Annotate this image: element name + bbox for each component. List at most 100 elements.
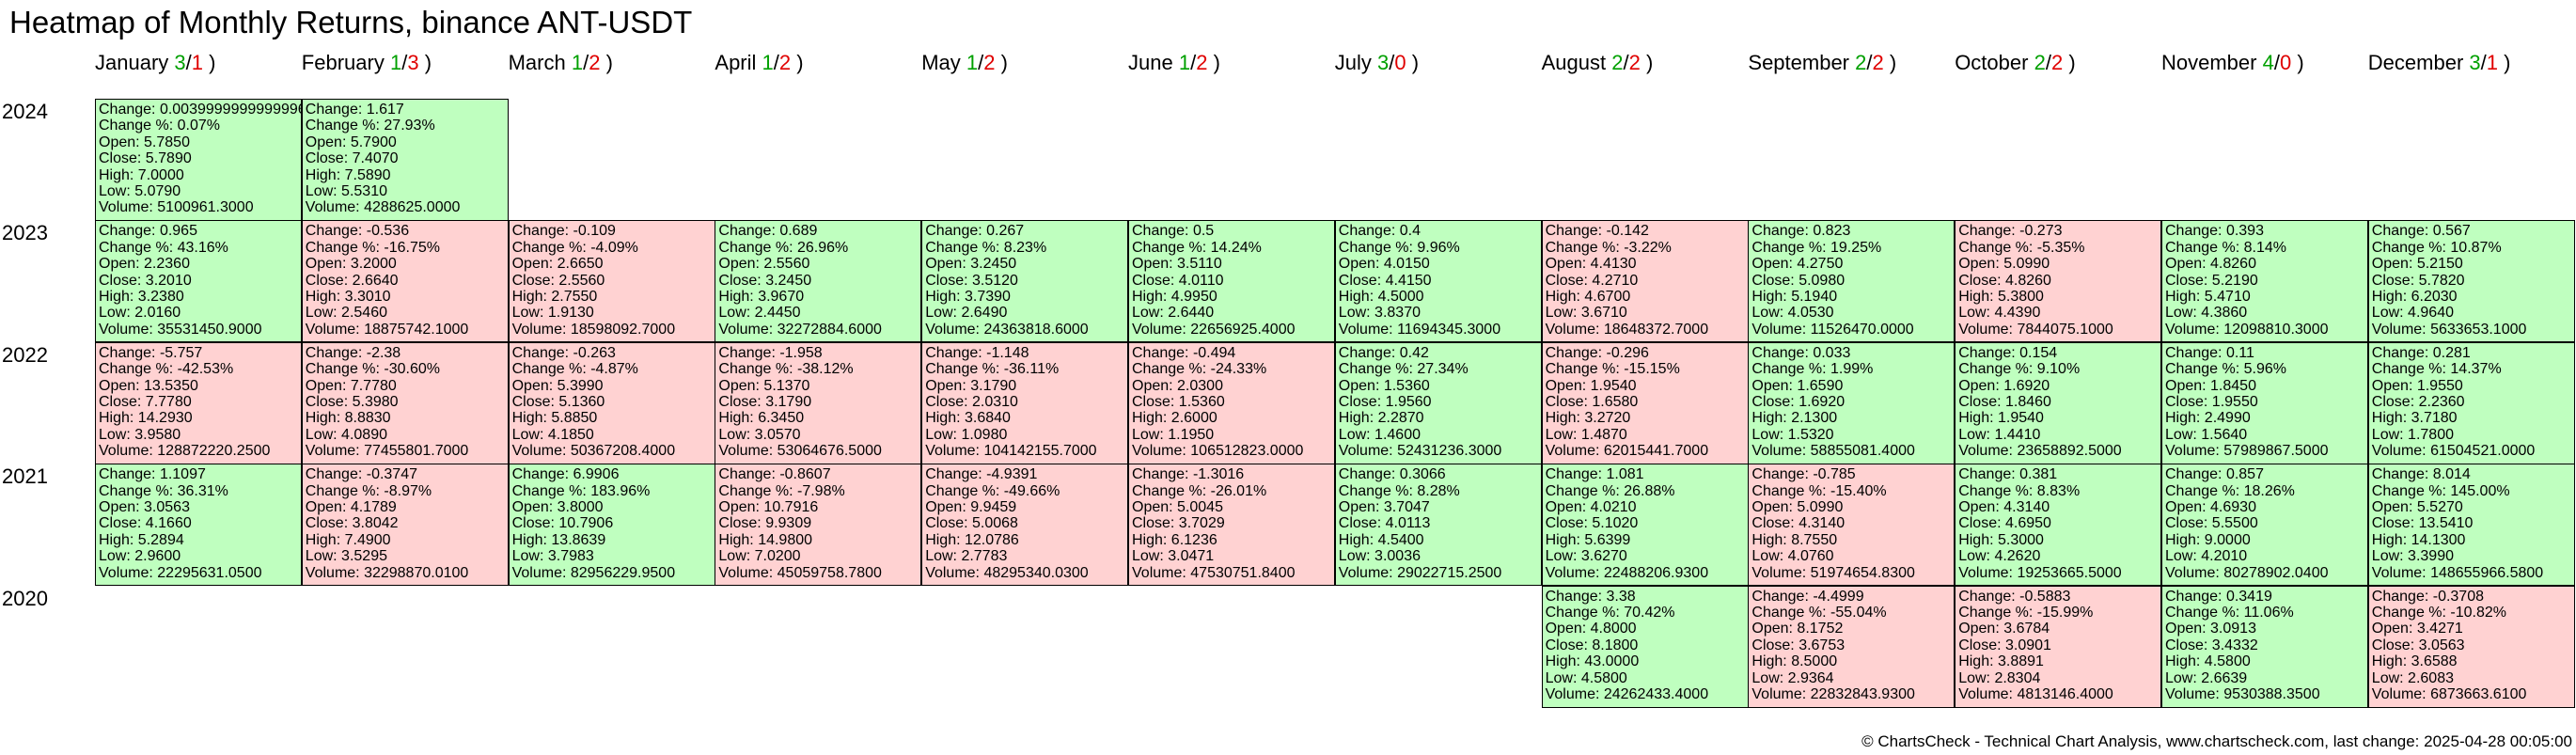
cell-volume: Volume: 77455801.7000 [306,443,508,459]
cell-open: Open: 4.1789 [306,499,508,515]
cell-close: Close: 3.1790 [718,394,920,410]
field-value: 11.06% [2243,605,2294,621]
footer-credit: © ChartsCheck - Technical Chart Analysis… [1861,732,2572,750]
field-value: 5.7850 [144,134,190,150]
field-label: Low: [718,305,755,322]
field-value: 19.25% [1830,239,1882,256]
cell-volume: Volume: 18598092.7000 [512,322,715,338]
field-value: 5.96% [2243,361,2286,378]
cell-open: Open: 3.2450 [925,256,1127,272]
field-label: Close: [2165,394,2212,411]
field-value: 3.8891 [1997,653,2044,670]
cell-change-pct: Change %: 8.14% [2165,240,2367,256]
field-label: Close: [718,394,766,411]
positive-count: 1 [389,51,402,74]
field-label: Close: [305,150,353,167]
heatmap-cell: Change: 0.0039999999999996 Change %: 0.07… [95,99,302,221]
field-value: 5.7890 [145,150,192,167]
field-label: Close: [1132,515,1179,532]
cell-low: Low: 1.7800 [2372,427,2574,443]
field-label: Open: [1545,377,1591,394]
field-label: Volume: [305,321,365,338]
field-value: 53064676.5000 [777,443,882,460]
positive-count: 3 [174,51,186,74]
field-value: 9.0000 [2204,531,2251,548]
field-label: Close: [718,515,766,532]
cell-close: Close: 2.0310 [925,394,1127,410]
cell-close: Close: 3.4332 [2165,637,2367,653]
field-label: High: [1751,410,1792,427]
field-label: High: [2371,410,2411,427]
cell-change-pct: Change %: -15.99% [1958,605,2160,621]
cell-volume: Volume: 23658892.5000 [1958,443,2160,459]
field-value: 4.6700 [1584,289,1631,306]
cell-open: Open: 1.9550 [2372,378,2574,394]
cell-low: Low: 4.9640 [2372,305,2574,321]
field-label: High: [1545,289,1585,306]
field-value: 18.26% [2243,482,2295,499]
field-label: Volume: [1545,686,1604,703]
field-label: Close: [2371,515,2419,532]
field-label: Change %: [2165,361,2244,378]
cell-volume: Volume: 50367208.4000 [512,443,715,459]
cell-change-pct: Change %: 18.26% [2165,483,2367,499]
field-label: Low: [1545,305,1581,322]
cell-high: High: 3.6588 [2372,653,2574,669]
field-value: 3.0913 [2210,621,2256,637]
month-name: August [1541,51,1607,74]
field-value: 6.2030 [2411,289,2458,306]
field-value: 2.2360 [144,256,190,273]
cell-volume: Volume: 9530388.3500 [2165,686,2367,702]
field-value: 7.7780 [350,377,397,394]
field-label: Close: [1751,515,1799,532]
field-value: 3.0563 [144,499,190,515]
cell-change: Change: 0.393 [2165,223,2367,239]
field-value: 1.5360 [1383,377,1430,394]
cell-low: Low: 2.7783 [925,548,1127,564]
field-value: 0.965 [159,223,197,240]
field-value: 106512823.0000 [1190,443,1304,460]
cell-open: Open: 3.1790 [925,378,1127,394]
field-label: Volume: [1958,321,2018,338]
heatmap-cell: Change: 0.5 Change %: 14.24% Open: 3.5110 C… [1128,220,1335,343]
cell-change-pct: Change %: 8.23% [925,240,1127,256]
field-value: 3.1790 [970,377,1017,394]
field-label: Change %: [1958,239,2037,256]
field-label: Low: [2371,426,2409,443]
field-value: 5.2190 [2211,272,2258,289]
cell-close: Close: 3.5120 [925,273,1127,289]
cell-high: High: 14.9800 [718,532,920,548]
field-value: -36.11% [1003,361,1060,378]
heatmap-cell: Change: 0.11 Change %: 5.96% Open: 1.8450 C… [2161,341,2368,464]
field-label: Change: [1338,223,1400,240]
field-value: -0.8607 [779,466,831,483]
field-label: High: [99,531,138,548]
field-label: Low: [1338,426,1375,443]
field-label: Close: [2165,637,2212,653]
month-header: September 2/2 ) [1748,51,1897,74]
heatmap-cell: Change: -5.757 Change %: -42.53% Open: 13.… [95,341,302,464]
field-label: Volume: [2165,564,2224,581]
cell-change-pct: Change %: -36.11% [925,361,1127,377]
heatmap-cell: Change: 0.281 Change %: 14.37% Open: 1.955… [2367,341,2575,464]
cell-volume: Volume: 32298870.0100 [306,565,508,581]
field-value: 4.8260 [2004,272,2051,289]
cell-high: High: 2.7550 [512,289,715,305]
cell-high: High: 3.7390 [925,289,1127,305]
field-value: 1.9540 [1590,377,1637,394]
cell-high: High: 8.7550 [1751,532,1954,548]
cell-high: High: 1.9540 [1958,410,2160,426]
field-value: 3.7390 [964,289,1011,306]
field-value: -4.87% [590,361,638,378]
cell-volume: Volume: 32272884.6000 [718,322,920,338]
field-value: 3.6588 [2411,653,2458,670]
cell-high: High: 5.1940 [1751,289,1954,305]
cell-volume: Volume: 4813146.4000 [1958,686,2160,702]
cell-close: Close: 9.9309 [718,515,920,531]
field-label: Change %: [1545,239,1625,256]
cell-close: Close: 5.7890 [99,150,301,166]
field-label: Change %: [2165,239,2244,256]
heatmap-cell: Change: 1.1097 Change %: 36.31% Open: 3.05… [95,464,302,587]
cell-low: Low: 1.4870 [1546,427,1748,443]
cell-close: Close: 13.5410 [2372,515,2574,531]
